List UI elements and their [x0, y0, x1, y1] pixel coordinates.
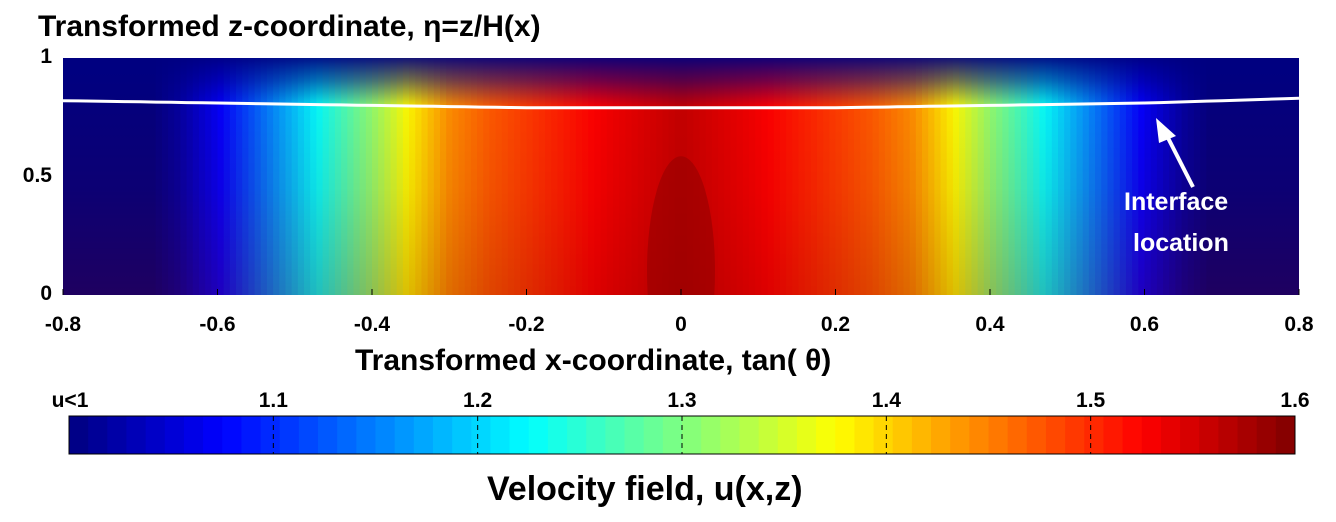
- colorbar-swatch: [816, 416, 836, 454]
- chart-title: Transformed z-coordinate, η=z/H(x): [38, 10, 541, 43]
- colorbar-swatch: [126, 416, 147, 454]
- colorbar-swatch: [1026, 416, 1047, 454]
- colorbar-swatch: [337, 416, 357, 454]
- colorbar-swatch: [682, 416, 702, 454]
- colorbar-tick-label: 1.4: [871, 389, 901, 412]
- colorbar-swatch: [854, 416, 875, 454]
- x-tick-label: -0.2: [508, 313, 545, 336]
- x-axis-label: Transformed x-coordinate, tan( θ): [355, 344, 832, 377]
- colorbar-swatch: [796, 416, 817, 454]
- colorbar-swatch: [1275, 416, 1296, 454]
- colorbar-swatch: [88, 416, 108, 454]
- colorbar-swatch: [1218, 416, 1239, 454]
- colorbar-swatch: [279, 416, 300, 454]
- colorbar-swatch: [950, 416, 970, 454]
- colorbar-swatch: [624, 416, 645, 454]
- colorbar-swatch: [69, 416, 89, 454]
- colorbar-swatch: [969, 416, 989, 454]
- colorbar-tick-label: 1.5: [1076, 389, 1106, 412]
- colorbar-swatch: [758, 416, 779, 454]
- colorbar-swatch: [1045, 416, 1066, 454]
- colorbar-swatch: [1065, 416, 1085, 454]
- colorbar-swatch: [471, 416, 491, 454]
- colorbar-swatch: [931, 416, 951, 454]
- colorbar-swatch: [241, 416, 262, 454]
- y-tick-label: 0.5: [22, 163, 52, 187]
- y-tick-label: 1: [40, 45, 52, 68]
- colorbar-swatch: [1160, 416, 1181, 454]
- colorbar-swatch: [1103, 416, 1124, 454]
- colorbar-swatch: [164, 416, 185, 454]
- colorbar-swatch: [720, 416, 740, 454]
- colorbar-swatch: [1237, 416, 1258, 454]
- colorbar-swatch: [701, 416, 721, 454]
- x-tick-label: 0: [675, 313, 687, 336]
- colorbar-swatch: [739, 416, 760, 454]
- colorbar-swatch: [1199, 416, 1219, 454]
- interface-arrow: [1156, 118, 1195, 188]
- colorbar-tick-label: 1.6: [1280, 389, 1310, 412]
- colorbar-label: Velocity field, u(x,z): [487, 470, 803, 508]
- colorbar-tick-label: u<1: [51, 389, 89, 412]
- interface-label-line1: Interface: [1124, 188, 1229, 216]
- colorbar-swatch: [356, 416, 376, 454]
- colorbar-swatch: [509, 416, 530, 454]
- colorbar-swatch: [1122, 416, 1143, 454]
- interface-label-line2: location: [1133, 229, 1229, 257]
- x-tick-label: 0.2: [820, 313, 851, 336]
- colorbar-swatch: [528, 416, 549, 454]
- colorbar-swatch: [490, 416, 511, 454]
- colorbar-tick-label: 1.2: [463, 389, 493, 412]
- colorbar-swatch: [1256, 416, 1277, 454]
- field-overlays: [63, 58, 1299, 295]
- colorbar-swatch: [1180, 416, 1200, 454]
- colorbar-swatch: [318, 416, 338, 454]
- colorbar-swatch: [145, 416, 166, 454]
- x-tick-label: -0.4: [353, 313, 391, 336]
- velocity-maximum-region: [647, 156, 715, 295]
- colorbar-swatch: [873, 416, 894, 454]
- colorbar-swatch: [260, 416, 281, 454]
- colorbar-swatch: [375, 416, 396, 454]
- colorbar-swatch: [643, 416, 664, 454]
- colorbar-swatch: [605, 416, 626, 454]
- colorbar-swatch: [586, 416, 606, 454]
- colorbar-swatch: [1007, 416, 1028, 454]
- x-tick-marks: [62, 289, 1300, 295]
- colorbar-swatch: [183, 416, 204, 454]
- x-tick-label: -0.6: [199, 313, 236, 336]
- colorbar-swatch: [394, 416, 415, 454]
- colorbar-tick-marks: [272, 416, 1092, 454]
- colorbar-swatch: [107, 416, 127, 454]
- x-tick-label: -0.8: [44, 313, 82, 336]
- upper-layer-shading: [63, 58, 1299, 108]
- colorbar-swatch: [298, 416, 319, 454]
- colorbar-swatch: [911, 416, 932, 454]
- interface-line: [62, 96, 1300, 110]
- colorbar-swatch: [835, 416, 855, 454]
- colorbar-swatch: [1084, 416, 1104, 454]
- colorbar-swatch: [222, 416, 242, 454]
- x-tick-label: 0.6: [1129, 313, 1160, 336]
- colorbar-swatch: [547, 416, 568, 454]
- colorbar-swatch: [432, 416, 453, 454]
- colorbar-swatch: [203, 416, 223, 454]
- x-tick-label: 0.4: [975, 313, 1005, 336]
- colorbar-swatch: [777, 416, 798, 454]
- colorbar-swatch: [413, 416, 434, 454]
- colorbar-swatch: [988, 416, 1009, 454]
- colorbar: [69, 416, 1296, 454]
- colorbar-swatch: [662, 416, 683, 454]
- colorbar-swatch: [452, 416, 472, 454]
- colorbar-swatch: [567, 416, 587, 454]
- colorbar-tick-label: 1.1: [258, 389, 288, 412]
- colorbar-swatch: [1141, 416, 1162, 454]
- x-tick-label: 0.8: [1284, 313, 1314, 336]
- y-tick-label: 0: [40, 282, 52, 305]
- colorbar-tick-label: 1.3: [667, 389, 697, 412]
- colorbar-swatch: [892, 416, 913, 454]
